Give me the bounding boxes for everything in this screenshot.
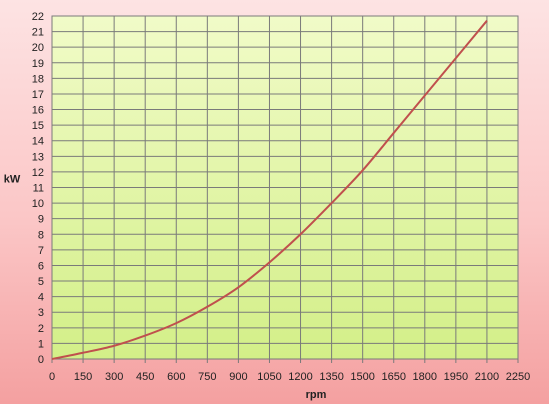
y-tick-label: 1 [38, 338, 44, 350]
x-tick-label: 600 [167, 371, 185, 383]
x-tick-label: 1350 [319, 371, 343, 383]
y-tick-label: 10 [32, 198, 44, 210]
y-tick-label: 19 [32, 58, 44, 70]
grid-lines [51, 15, 519, 363]
x-tick-label: 300 [105, 371, 123, 383]
y-tick-label: 7 [38, 245, 44, 257]
y-tick-label: 15 [32, 120, 44, 132]
y-tick-label: 4 [38, 292, 44, 304]
x-axis-title: rpm [306, 389, 327, 401]
y-tick-label: 5 [38, 276, 44, 288]
y-tick-label: 6 [38, 260, 44, 272]
x-tick-label: 2250 [506, 371, 530, 383]
y-tick-label: 17 [32, 89, 44, 101]
x-tick-label: 1050 [257, 371, 281, 383]
y-tick-label: 9 [38, 214, 44, 226]
x-tick-label: 750 [198, 371, 216, 383]
y-tick-label: 0 [38, 354, 44, 366]
x-axis-tick-labels: 0 150 300 450 600 750 900 1050 1200 1350 1500 1650 1… [49, 371, 530, 383]
y-tick-label: 20 [32, 42, 44, 54]
x-tick-label: 450 [136, 371, 154, 383]
series-line [51, 20, 488, 360]
x-tick-label: 1800 [413, 371, 437, 383]
x-tick-label: 1950 [444, 371, 468, 383]
x-tick-label: 1200 [288, 371, 312, 383]
x-tick-label: 900 [229, 371, 247, 383]
y-tick-label: 14 [32, 136, 44, 148]
y-tick-label: 13 [32, 151, 44, 163]
y-tick-label: 18 [32, 73, 44, 85]
y-tick-label: 21 [32, 27, 44, 39]
y-tick-label: 22 [32, 11, 44, 23]
y-tick-label: 12 [32, 167, 44, 179]
y-tick-label: 16 [32, 105, 44, 117]
x-tick-label: 150 [74, 371, 92, 383]
y-tick-label: 11 [33, 183, 44, 195]
x-tick-label: 1650 [381, 371, 405, 383]
x-tick-label: 2100 [475, 371, 499, 383]
x-tick-label: 0 [49, 371, 55, 383]
y-axis-title: kW [4, 174, 21, 186]
y-tick-label: 2 [38, 323, 44, 335]
x-tick-label: 1500 [350, 371, 374, 383]
y-tick-label: 3 [38, 307, 44, 319]
y-tick-label: 8 [38, 229, 44, 241]
